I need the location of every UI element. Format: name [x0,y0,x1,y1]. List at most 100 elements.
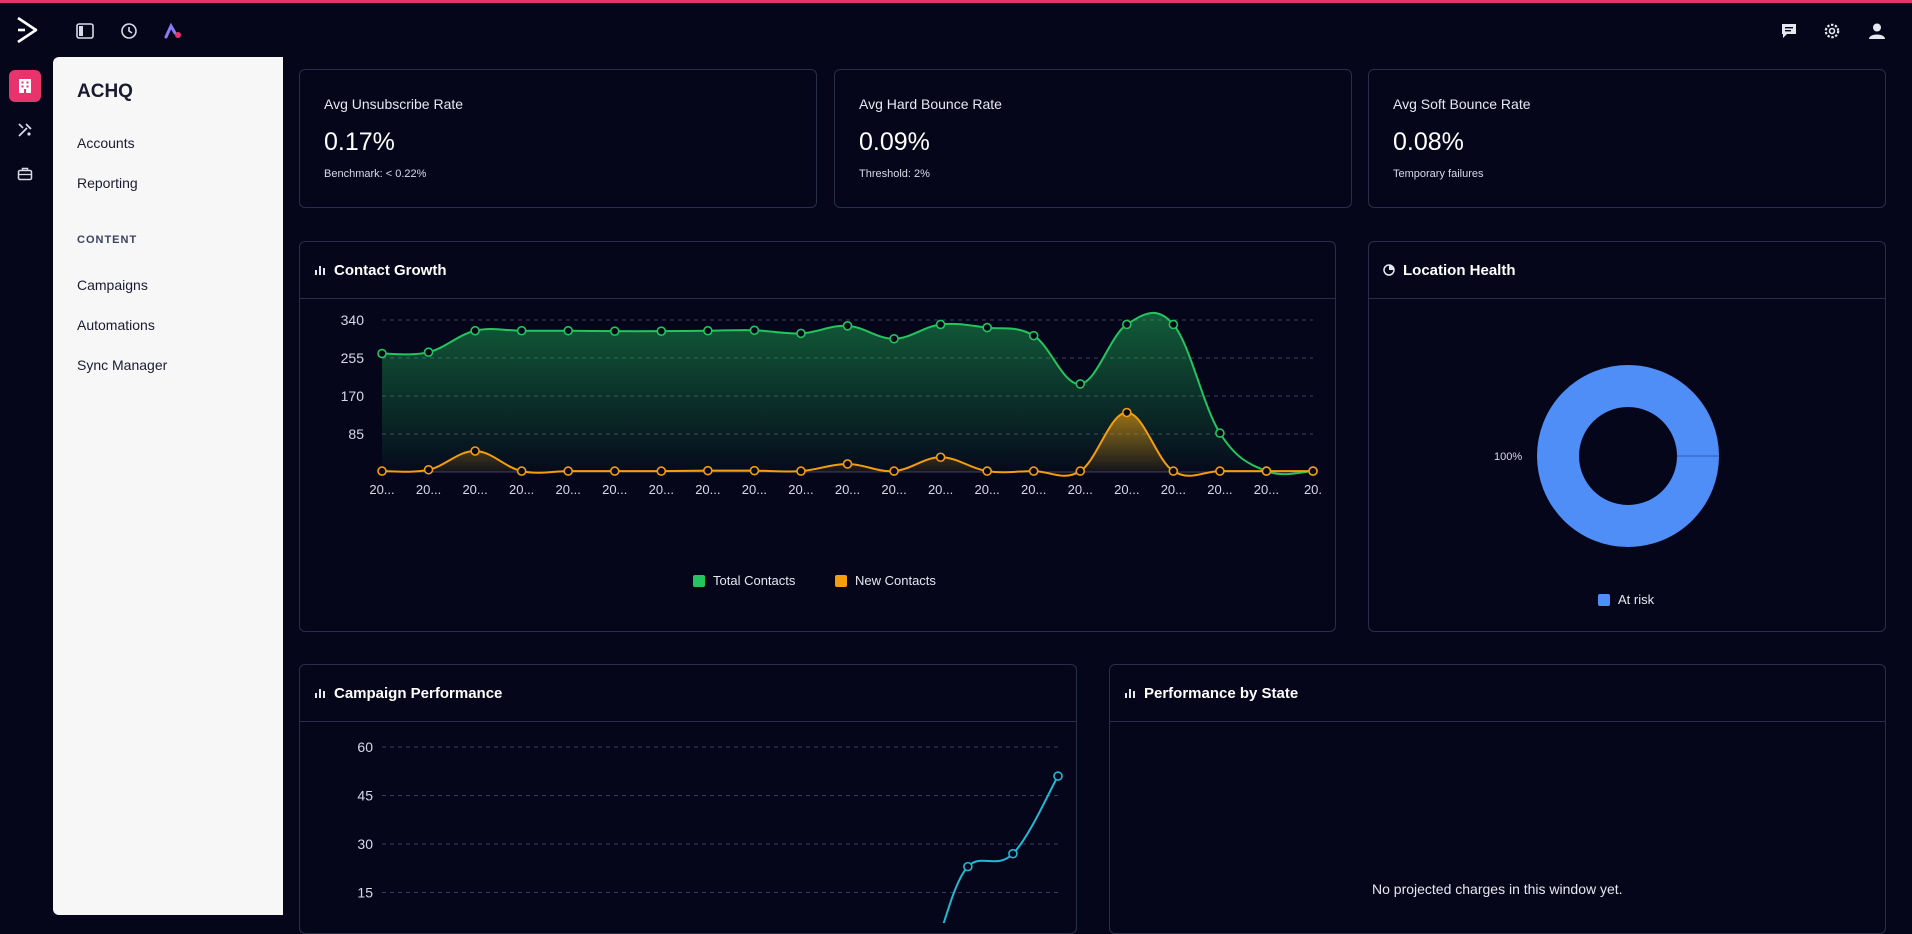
data-point[interactable] [1215,466,1225,476]
integrations-icon[interactable] [162,20,184,42]
panel-title: Campaign Performance [334,684,503,702]
legend-item-total[interactable]: Total Contacts [693,573,795,588]
rail-item-accounts[interactable] [9,70,41,102]
data-point[interactable] [889,333,899,344]
series-area [382,312,1313,475]
empty-state-message: No projected charges in this window yet. [1372,881,1623,897]
data-point[interactable] [423,464,434,475]
data-point[interactable] [609,326,620,336]
data-point[interactable] [935,452,946,463]
panel-title: Location Health [1403,261,1516,279]
accent-bar [0,0,1912,3]
contact-growth-panel: Contact Growth 85 170 255 340 20... 20... 20..… [299,241,1336,632]
kpi-value: 0.17% [324,128,395,156]
data-point[interactable] [1028,330,1039,341]
data-point[interactable] [563,325,574,336]
data-point[interactable] [423,347,434,357]
pie-chart-icon [1383,264,1395,276]
kpi-card-hard-bounce: Avg Hard Bounce Rate 0.09% Threshold: 2% [834,69,1352,208]
bar-chart-icon [1125,689,1135,698]
y-tick-label: 85 [348,426,364,442]
sidebar-item-reporting[interactable]: Reporting [77,175,138,191]
data-point[interactable] [703,465,713,476]
data-point[interactable] [516,466,527,476]
panel-header: Location Health [1369,242,1885,299]
legend-label: At risk [1618,592,1655,607]
user-icon[interactable] [1866,20,1888,42]
data-point[interactable] [563,466,574,476]
panel-title: Performance by State [1144,684,1299,702]
data-point[interactable] [1168,466,1179,476]
legend-item-new[interactable]: New Contacts [835,573,936,588]
sidebar-toggle-icon[interactable] [74,20,96,42]
data-point[interactable] [1075,379,1086,389]
sidebar-item-accounts[interactable]: Accounts [77,135,135,151]
panel-header: Performance by State [1110,665,1885,722]
x-tick-label: 20. [1304,482,1322,497]
data-point[interactable] [1121,319,1132,330]
data-point[interactable] [1008,848,1018,859]
kpi-label: Avg Hard Bounce Rate [859,96,1002,112]
data-point[interactable] [982,466,992,476]
data-point[interactable] [842,459,853,469]
rail-item-tools[interactable] [9,114,41,146]
rail-item-briefcase[interactable] [9,158,41,190]
sidebar-item-automations[interactable]: Automations [77,317,155,333]
campaign-performance-chart: 15 30 45 60 [357,739,1063,923]
data-point[interactable] [470,325,480,336]
data-point[interactable] [796,466,806,476]
panel-header: Contact Growth [300,242,1335,299]
data-point[interactable] [703,325,713,336]
y-tick-label: 60 [357,739,373,755]
series-line [942,775,1059,923]
data-point[interactable] [1168,319,1179,330]
x-tick-label: 20... [602,482,627,497]
top-bar [0,3,1912,57]
data-point[interactable] [656,326,667,336]
data-point[interactable] [889,466,899,476]
data-point[interactable] [609,466,620,476]
data-point[interactable] [963,861,973,872]
data-point[interactable] [377,348,387,359]
logo-icon[interactable] [14,16,40,44]
data-point[interactable] [982,322,992,333]
data-point[interactable] [749,465,760,476]
data-point[interactable] [796,328,806,339]
data-point[interactable] [749,325,760,336]
legend-item-at-risk[interactable]: At risk [1598,592,1654,607]
series-area [382,412,1313,476]
sidebar-section-label: CONTENT [77,234,138,246]
data-point[interactable] [842,321,853,331]
sidebar-item-sync-manager[interactable]: Sync Manager [77,357,168,373]
kpi-label: Avg Unsubscribe Rate [324,96,464,112]
data-point[interactable] [1075,466,1086,476]
data-point[interactable] [1028,466,1039,476]
x-tick-label: 20... [369,482,394,497]
x-tick-label: 20... [928,482,953,497]
data-point[interactable] [1261,466,1272,476]
y-tick-label: 340 [341,312,365,328]
data-point[interactable] [1053,771,1063,781]
messages-icon[interactable] [1778,20,1800,42]
x-tick-label: 20... [1254,482,1279,497]
legend-label: Total Contacts [713,573,796,588]
series-line [381,411,1313,477]
data-point[interactable] [377,466,387,476]
settings-icon[interactable] [1821,20,1843,42]
data-point[interactable] [1121,407,1132,418]
data-point[interactable] [1215,428,1225,438]
data-point[interactable] [470,446,480,456]
data-point[interactable] [1308,466,1318,476]
data-point[interactable] [516,325,527,336]
data-point[interactable] [935,319,946,330]
kpi-card-unsubscribe: Avg Unsubscribe Rate 0.17% Benchmark: < … [299,69,817,208]
kpi-note: Threshold: 2% [859,168,930,180]
main-content: Avg Unsubscribe Rate 0.17% Benchmark: < … [283,57,1912,934]
history-icon[interactable] [118,20,140,42]
data-point[interactable] [656,466,667,476]
x-tick-label: 20... [462,482,487,497]
sidebar-item-campaigns[interactable]: Campaigns [77,277,148,293]
x-tick-label: 20... [1021,482,1046,497]
kpi-label: Avg Soft Bounce Rate [1393,96,1531,112]
performance-by-state-panel: Performance by State No projected charge… [1109,664,1886,934]
